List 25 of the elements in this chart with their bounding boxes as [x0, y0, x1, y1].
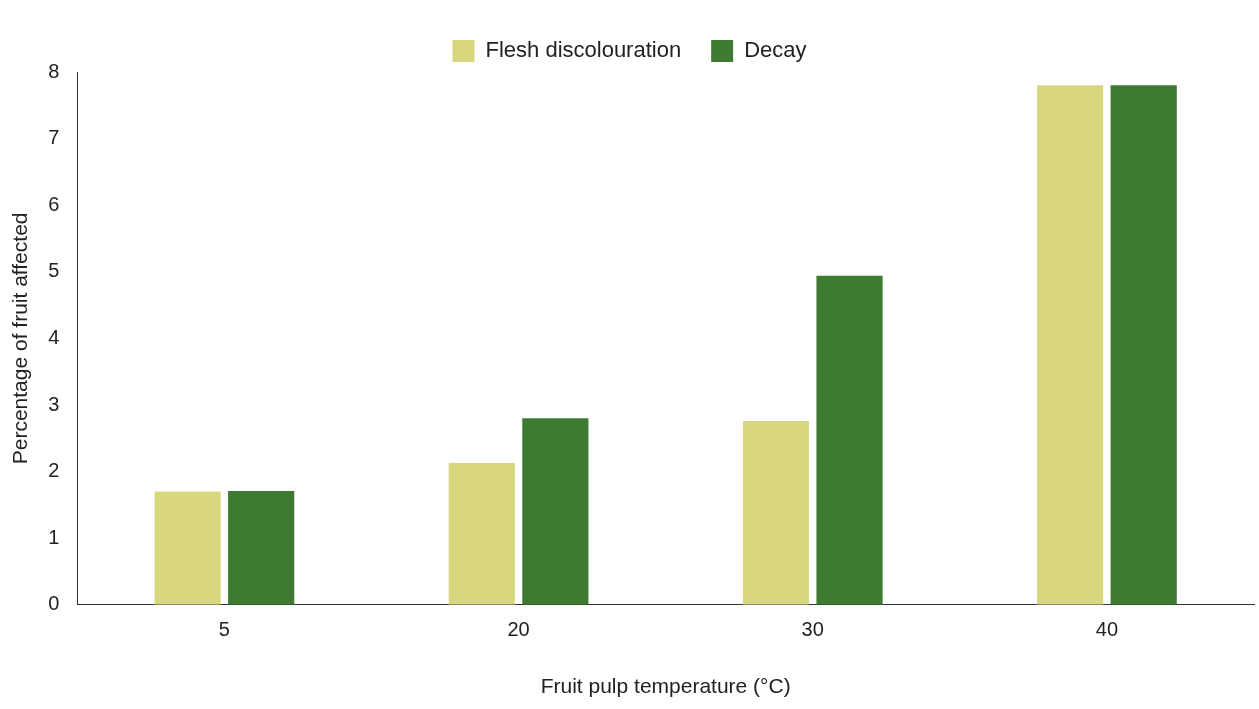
y-axis-title: Percentage of fruit affected — [8, 212, 32, 465]
x-tick-label: 30 — [801, 618, 824, 641]
y-tick-label: 5 — [48, 259, 60, 282]
bar — [522, 418, 589, 605]
y-tick-label: 6 — [48, 192, 60, 215]
y-tick-label: 4 — [48, 325, 60, 348]
x-axis-title: Fruit pulp temperature (°C) — [540, 674, 791, 698]
y-tick-label: 8 — [48, 59, 60, 82]
x-tick-label: 20 — [507, 618, 530, 641]
y-tick-label: 1 — [48, 525, 60, 548]
x-tick-label: 40 — [1095, 618, 1119, 641]
legend-label: Flesh discolouration — [485, 37, 682, 63]
y-tick-label: 2 — [48, 459, 60, 482]
y-tick-label: 7 — [48, 126, 60, 149]
legend-label: Decay — [744, 37, 807, 63]
y-tick-label: 0 — [48, 592, 60, 615]
bar — [154, 491, 221, 605]
x-tick-label: 5 — [218, 618, 230, 641]
bar — [1110, 85, 1177, 605]
bar — [816, 275, 883, 605]
bar — [228, 490, 295, 605]
bar — [448, 462, 515, 605]
bar — [742, 420, 810, 605]
y-tick-label: 3 — [48, 392, 60, 415]
bar — [1037, 85, 1104, 605]
